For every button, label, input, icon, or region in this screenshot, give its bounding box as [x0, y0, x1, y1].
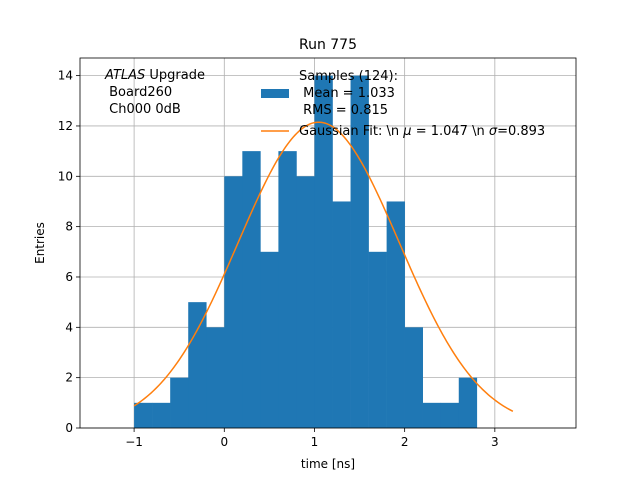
histogram-bar [314, 75, 333, 428]
legend-hist-line1: Samples (124): [299, 69, 398, 84]
y-tick-label: 8 [65, 220, 73, 234]
x-tick-label: 0 [220, 435, 228, 449]
upgrade-label: Upgrade [145, 68, 205, 83]
histogram-bar [332, 201, 351, 428]
histogram-bar [152, 402, 171, 428]
x-axis-label: time [ns] [301, 457, 355, 471]
atlas-label: ATLAS [104, 68, 145, 83]
histogram-bar [296, 176, 315, 428]
y-tick-label: 6 [65, 270, 73, 284]
x-tick-label: 3 [491, 435, 499, 449]
y-tick-label: 14 [58, 69, 73, 83]
y-tick-label: 12 [58, 119, 73, 133]
histogram-bar [404, 327, 423, 428]
x-tick-label: 1 [311, 435, 319, 449]
legend-hist-swatch [261, 89, 289, 98]
histogram-bar [170, 377, 189, 428]
legend-fit-label: Gaussian Fit: \n μ = 1.047 \n σ=0.893 [299, 124, 545, 139]
axes-frame [79, 57, 577, 429]
y-tick-label: 2 [65, 371, 73, 385]
svg-text:ATLAS Upgrade: ATLAS Upgrade [104, 68, 205, 83]
x-tick-label: 2 [401, 435, 409, 449]
histogram-bar [458, 377, 478, 428]
histogram-bar [224, 176, 243, 428]
legend-hist-line3: RMS = 0.815 [299, 103, 388, 118]
legend-hist-line2: Mean = 1.033 [299, 86, 395, 101]
x-tick-label: −1 [125, 435, 143, 449]
histogram-bar [386, 201, 405, 428]
histogram-bar [242, 151, 261, 428]
chart-title: Run 775 [299, 37, 357, 53]
legend: Samples (124): Mean = 1.033 RMS = 0.815 … [261, 69, 545, 139]
y-tick-label: 10 [58, 169, 73, 183]
gaussian-fit-curve [133, 121, 514, 412]
histogram-bar [422, 402, 442, 428]
histogram-bars [134, 75, 478, 428]
y-axis-label: Entries [33, 222, 47, 264]
histogram-bar [278, 151, 297, 428]
atlas-annotation: ATLAS Upgrade Board260 Ch000 0dB [104, 68, 205, 117]
channel-label: Ch000 0dB [105, 102, 181, 117]
histogram-bar [134, 402, 153, 428]
board-label: Board260 [105, 85, 172, 100]
histogram-bar [188, 302, 207, 428]
histogram-bar [350, 75, 369, 428]
histogram-bar [260, 251, 279, 428]
histogram-bar [206, 327, 225, 428]
histogram-bar [368, 251, 387, 428]
y-tick-label: 0 [65, 421, 73, 435]
y-tick-label: 4 [65, 320, 73, 334]
histogram-bar [440, 402, 460, 428]
